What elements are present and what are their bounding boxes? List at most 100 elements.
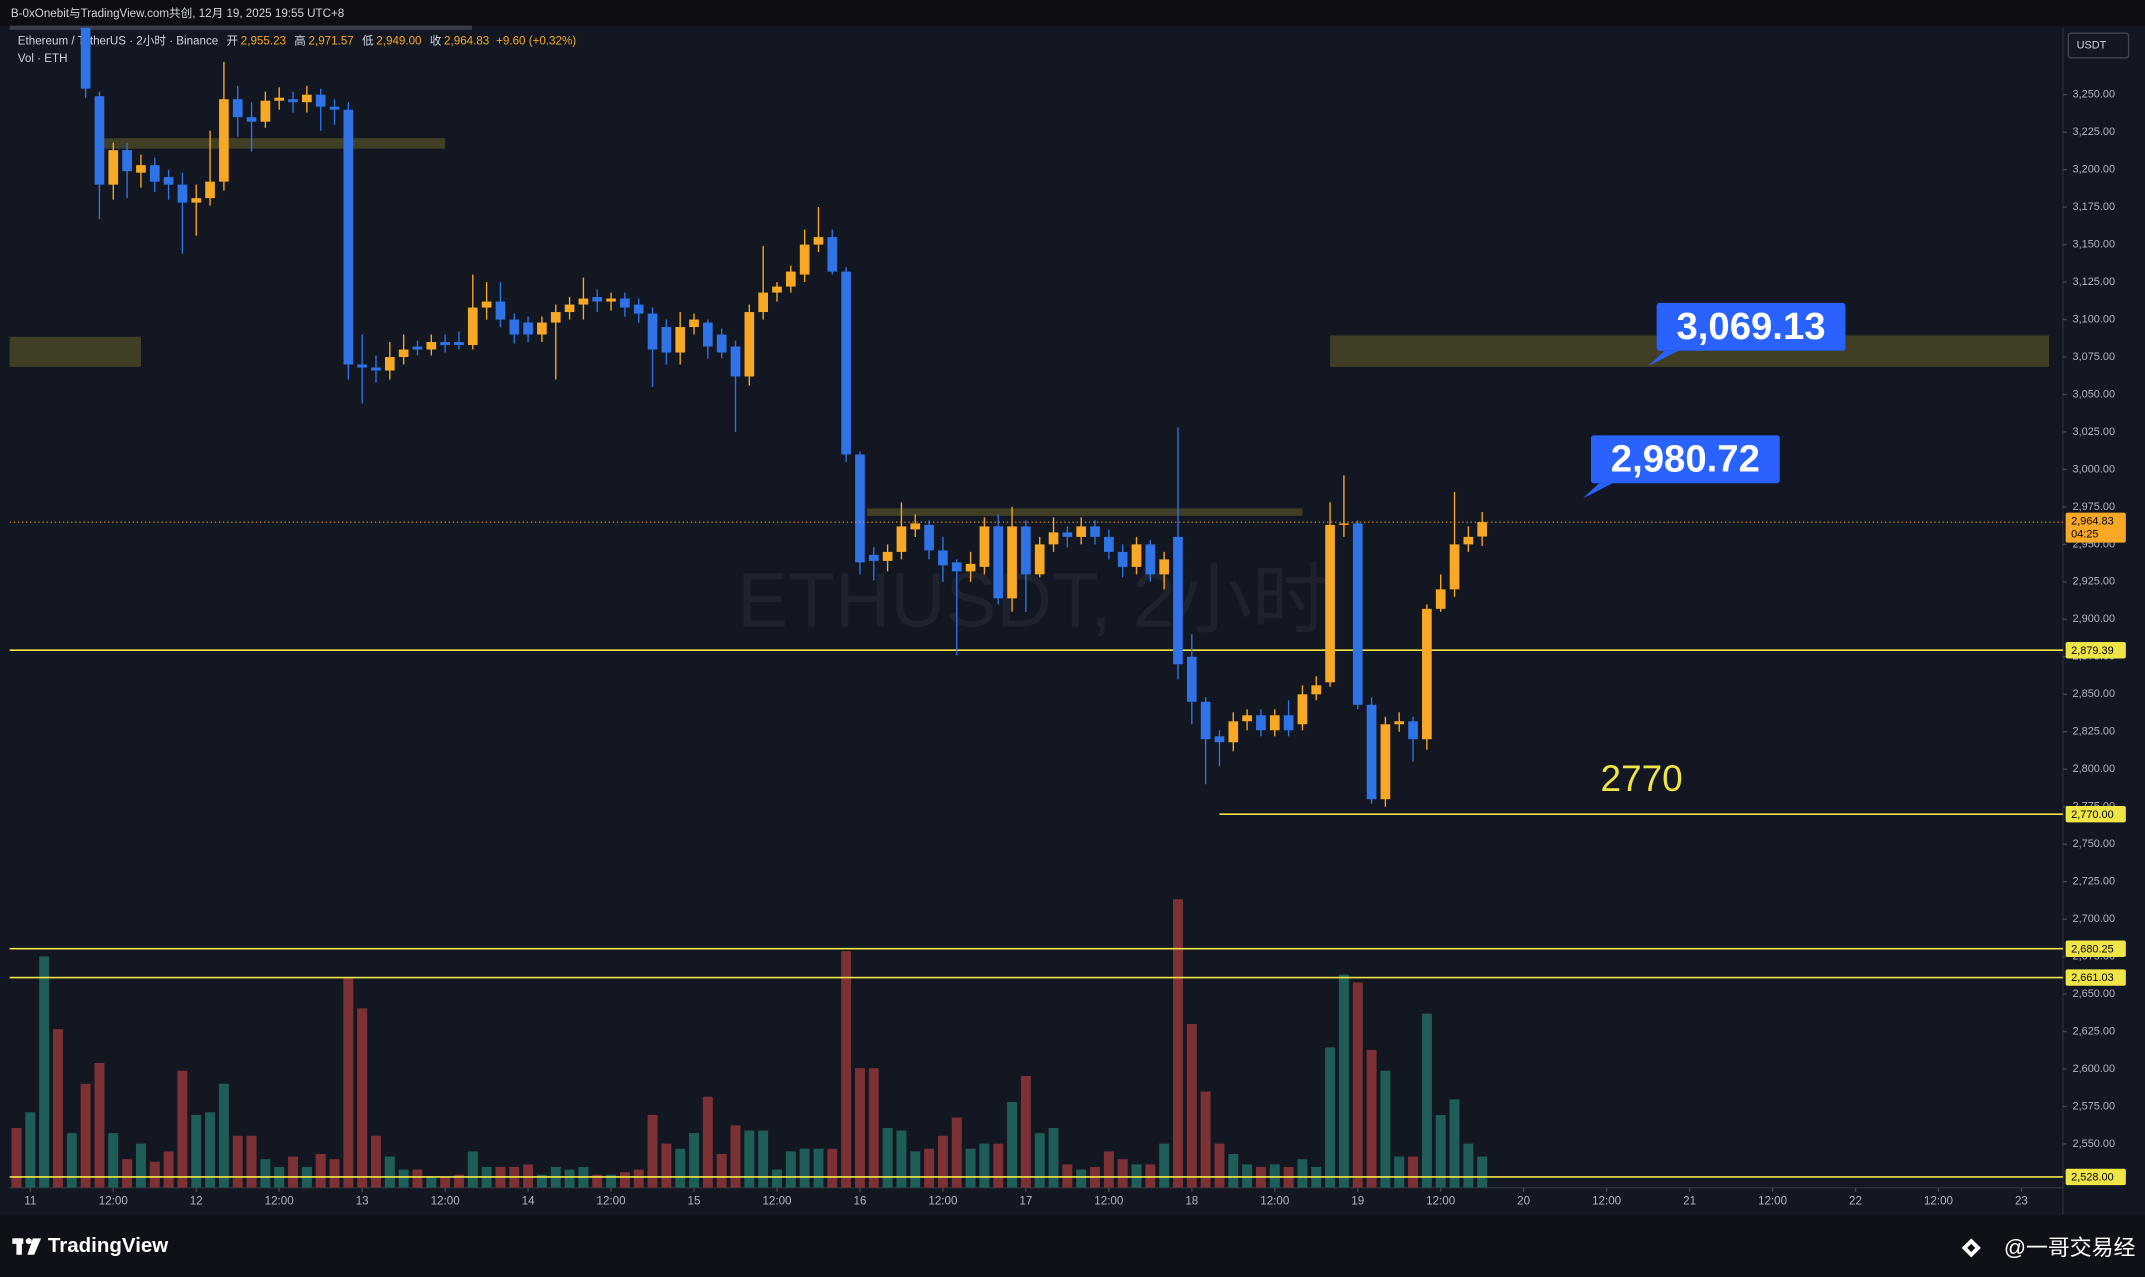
candle-body: [1394, 721, 1405, 725]
volume-bar: [827, 1148, 838, 1188]
ohlc-key: 高: [294, 33, 306, 47]
volume-bar: [592, 1174, 603, 1188]
volume-bar: [730, 1125, 741, 1188]
candle-body: [841, 271, 851, 455]
candle-body: [896, 526, 907, 552]
candle-body: [509, 319, 520, 335]
candle-body: [1062, 532, 1073, 537]
candle-body: [108, 150, 119, 185]
candle-body: [412, 346, 423, 350]
candle-body: [1477, 522, 1488, 537]
volume-bar: [633, 1169, 644, 1188]
y-tick-label: 2,550.00: [2072, 1138, 2115, 1150]
credit-icon: [1961, 1238, 1981, 1258]
volume-bar: [1034, 1133, 1045, 1188]
candle-body: [730, 346, 741, 377]
level-label-box: [2065, 969, 2126, 986]
y-tick-label: 3,050.00: [2072, 388, 2115, 400]
y-tick-label: 2,825.00: [2072, 726, 2115, 738]
candle-body: [1200, 701, 1211, 740]
candle-body: [758, 292, 768, 313]
callout-box: [1656, 302, 1846, 351]
candle-body: [163, 177, 174, 185]
candle-body: [1159, 559, 1169, 575]
y-tick-label: 2,975.00: [2072, 501, 2115, 513]
candle-body: [1090, 526, 1100, 537]
volume-bar: [1020, 1075, 1031, 1188]
candle-body: [467, 307, 478, 346]
candle-body: [661, 327, 672, 353]
volume-bar: [606, 1174, 617, 1188]
volume-bar: [1408, 1156, 1419, 1188]
volume-bar: [1131, 1164, 1142, 1188]
y-tick-label: 3,150.00: [2072, 238, 2115, 250]
x-tick-label: 12:00: [597, 1194, 626, 1207]
volume-bar: [25, 1112, 36, 1188]
y-tick-label: 2,800.00: [2072, 763, 2115, 775]
watermark: ETHUSDT, 2小时: [737, 559, 1329, 644]
candle-body: [772, 286, 782, 293]
volume-bar: [1200, 1091, 1211, 1188]
x-tick-label: 12:00: [762, 1194, 791, 1207]
volume-bar: [357, 1008, 368, 1188]
candle-body: [1449, 544, 1460, 590]
volume-bar: [1007, 1101, 1018, 1188]
callout-label: 3,069.13: [1676, 305, 1825, 348]
x-tick-label: 13: [356, 1194, 369, 1207]
countdown: 04:25: [2071, 528, 2098, 540]
ohlc-value: 2,971.57: [309, 34, 354, 47]
volume-bar: [799, 1148, 810, 1188]
candle-body: [1186, 656, 1197, 702]
candle-body: [1339, 523, 1349, 525]
candle-body: [868, 554, 879, 561]
candle-body: [219, 99, 229, 182]
candle-body: [827, 237, 838, 272]
volume-bar: [94, 1062, 105, 1188]
zone: [9, 336, 141, 367]
level-label-box: [2065, 940, 2126, 957]
volume-bar: [868, 1068, 879, 1188]
volume-bar: [689, 1133, 700, 1188]
plot-area: [9, 27, 2063, 1188]
candle-body: [882, 551, 893, 561]
ohlc-value: 2,949.00: [376, 34, 421, 47]
volume-bar: [1159, 1143, 1170, 1188]
candle-body: [80, 27, 91, 89]
y-tick-label: 2,600.00: [2072, 1063, 2115, 1075]
volume-bar: [11, 1127, 22, 1188]
candle-body: [855, 454, 865, 563]
x-tick-label: 12:00: [1758, 1194, 1787, 1207]
x-tick-label: 23: [2015, 1194, 2028, 1207]
top-bar: [0, 0, 2145, 27]
y-tick-label: 3,100.00: [2072, 313, 2115, 325]
candle-body: [122, 150, 132, 172]
volume-bar: [135, 1143, 146, 1188]
level-label: 2,879.39: [2071, 645, 2114, 657]
tradingview-logo: [12, 1238, 42, 1255]
y-tick-label: 2,750.00: [2072, 838, 2115, 850]
y-tick-label: 3,075.00: [2072, 351, 2115, 363]
volume-bar: [1366, 1049, 1377, 1188]
candle-body: [620, 298, 630, 308]
candle-body: [951, 562, 962, 572]
candle-body: [647, 313, 658, 350]
volume-bar: [122, 1159, 133, 1188]
candle-body: [1463, 536, 1474, 545]
callout-label: 2,980.72: [1611, 438, 1760, 481]
volume-bar: [965, 1148, 976, 1188]
volume-bar: [882, 1127, 893, 1188]
volume-bar: [993, 1143, 1004, 1188]
volume-bar: [1463, 1143, 1474, 1188]
candle-body: [910, 523, 921, 530]
y-tick-label: 3,200.00: [2072, 164, 2115, 176]
x-tick-label: 12:00: [1094, 1194, 1123, 1207]
volume-bar: [1477, 1156, 1488, 1188]
volume-bar: [1117, 1159, 1128, 1188]
volume-bar: [1145, 1164, 1156, 1188]
volume-bar: [1242, 1164, 1253, 1188]
volume-bar: [647, 1114, 658, 1188]
candle-body: [481, 301, 492, 308]
x-tick-label: 15: [688, 1194, 701, 1207]
candle-body: [1311, 685, 1322, 695]
volume-bar: [1449, 1099, 1460, 1188]
